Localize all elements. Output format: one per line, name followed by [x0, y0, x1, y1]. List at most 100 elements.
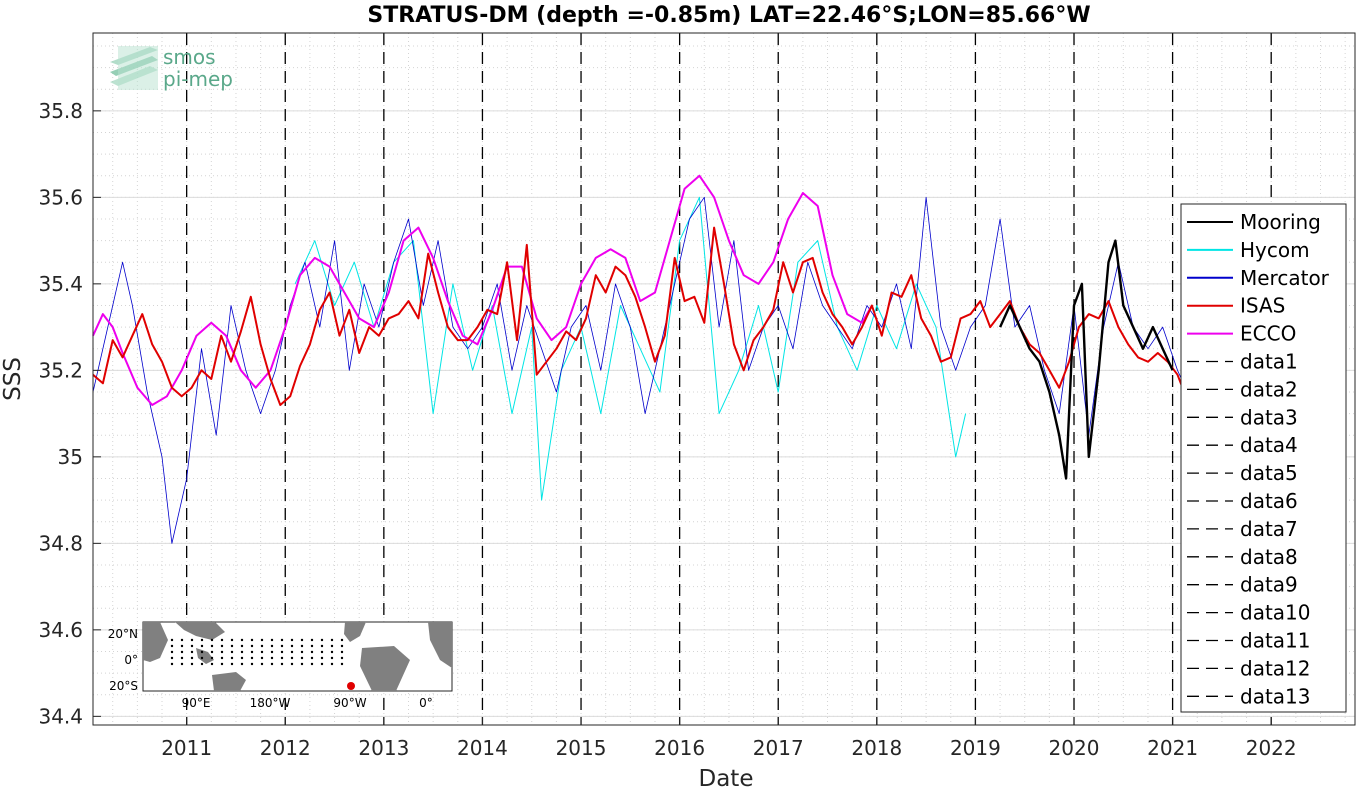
legend-label: data8: [1240, 545, 1298, 569]
buoy-dot: [310, 644, 314, 648]
buoy-dot: [260, 644, 264, 648]
inset-lon-180w: 180°W: [250, 696, 291, 710]
legend-label: ECCO: [1240, 322, 1296, 346]
buoy-dot: [310, 638, 314, 642]
series-line-ecco: [92, 174, 873, 406]
inset-lat-0: 0°: [124, 653, 138, 667]
buoy-dot: [300, 656, 304, 660]
legend-label: Mercator: [1240, 266, 1330, 290]
y-tick-label: 35.8: [38, 99, 83, 123]
chart-title: STRATUS-DM (depth =-0.85m) LAT=22.46°S;L…: [367, 3, 1090, 28]
south-america-land: [360, 646, 410, 691]
y-axis-label: SSS: [0, 357, 26, 401]
legend-label: data12: [1240, 656, 1311, 680]
buoy-dot: [330, 662, 334, 666]
buoy-dot: [330, 644, 334, 648]
series-line-mercator: [92, 196, 1188, 544]
mooring-array-dots: [170, 638, 344, 666]
buoy-dot: [320, 644, 324, 648]
buoy-dot: [300, 644, 304, 648]
series-group: [92, 174, 1188, 544]
buoy-dot: [240, 662, 244, 666]
buoy-dot: [220, 650, 224, 654]
buoy-dot: [190, 650, 194, 654]
buoy-dot: [180, 638, 184, 642]
buoy-dot: [280, 650, 284, 654]
y-tick-label: 35.2: [38, 358, 83, 382]
buoy-dot: [340, 644, 344, 648]
africa-land: [143, 622, 168, 662]
buoy-dot: [340, 650, 344, 654]
buoy-dot: [220, 638, 224, 642]
buoy-dot: [270, 650, 274, 654]
buoy-dot: [170, 638, 174, 642]
y-tick-label: 34.4: [38, 704, 83, 728]
buoy-dot: [180, 644, 184, 648]
legend-label: Hycom: [1240, 238, 1310, 262]
buoy-dot: [220, 662, 224, 666]
x-axis-ticks: 2011 2012 2013 2014 2015 2016 2017 2018 2019 2020…: [161, 717, 1297, 760]
buoy-dot: [240, 650, 244, 654]
buoy-dot: [190, 638, 194, 642]
logo-emblem-icon: [110, 46, 158, 90]
buoy-dot: [210, 650, 214, 654]
buoy-dot: [330, 656, 334, 660]
buoy-dot: [260, 656, 264, 660]
buoy-dot: [280, 644, 284, 648]
buoy-dot: [310, 650, 314, 654]
indonesia-land: [196, 648, 214, 664]
buoy-dot: [230, 650, 234, 654]
buoy-dot: [210, 656, 214, 660]
buoy-dot: [300, 638, 304, 642]
buoy-dot: [170, 662, 174, 666]
buoy-dot: [320, 656, 324, 660]
buoy-dot: [180, 656, 184, 660]
buoy-dot: [320, 638, 324, 642]
smos-pimep-logo: smos pi-mep: [110, 45, 233, 91]
plot-frame: [92, 32, 1356, 726]
legend-label: data5: [1240, 461, 1298, 485]
buoy-dot: [340, 656, 344, 660]
buoy-dot: [330, 650, 334, 654]
x-tick-label: 2016: [654, 736, 705, 760]
series-line-mooring: [999, 239, 1174, 480]
legend-label: data4: [1240, 433, 1298, 457]
buoy-dot: [240, 638, 244, 642]
buoy-dot: [190, 656, 194, 660]
buoy-dot: [290, 650, 294, 654]
buoy-dot: [250, 656, 254, 660]
buoy-dot: [200, 638, 204, 642]
buoy-dot: [220, 644, 224, 648]
buoy-dot: [290, 662, 294, 666]
legend-label: data13: [1240, 684, 1311, 708]
buoy-dot: [230, 656, 234, 660]
buoy-dot: [180, 662, 184, 666]
buoy-dot: [230, 662, 234, 666]
buoy-dot: [290, 638, 294, 642]
buoy-dot: [270, 638, 274, 642]
buoy-dot: [190, 662, 194, 666]
inset-lat-20s: 20°S: [109, 679, 138, 693]
buoy-dot: [290, 644, 294, 648]
x-tick-label: 2011: [161, 736, 212, 760]
buoy-dot: [220, 656, 224, 660]
buoy-dot: [250, 644, 254, 648]
buoy-dot: [260, 662, 264, 666]
buoy-dot: [270, 656, 274, 660]
buoy-dot: [280, 638, 284, 642]
x-tick-label: 2015: [556, 736, 607, 760]
x-tick-label: 2012: [260, 736, 311, 760]
buoy-dot: [340, 638, 344, 642]
buoy-dot: [340, 662, 344, 666]
y-tick-label: 35.6: [38, 185, 83, 209]
buoy-dot: [170, 650, 174, 654]
legend-label: data7: [1240, 517, 1298, 541]
y-tick-label: 35: [58, 445, 83, 469]
buoy-dot: [310, 656, 314, 660]
y-tick-label: 34.8: [38, 531, 83, 555]
reference-lines: [186, 33, 1272, 725]
buoy-dot: [260, 638, 264, 642]
legend-label: data2: [1240, 377, 1298, 401]
central-america-land: [344, 622, 366, 642]
